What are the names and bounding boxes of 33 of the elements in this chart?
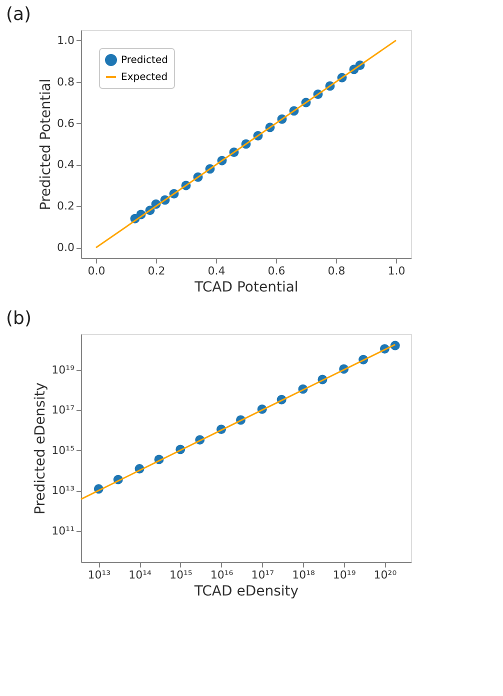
x-tick-label: 0.6 (268, 264, 286, 278)
x-tick-label: 10²⁰ (374, 568, 398, 582)
x-tick-label: 10¹⁶ (210, 568, 234, 582)
x-tick-label: 10¹³ (88, 568, 111, 582)
y-axis-title: Predicted eDensity (32, 382, 49, 515)
chart-title: (a) (6, 4, 32, 25)
x-tick-label: 10¹⁹ (332, 568, 356, 582)
x-tick-label: 0.2 (148, 264, 166, 278)
y-tick-label: 10¹⁹ (52, 363, 74, 376)
y-tick-label: 10¹⁵ (52, 444, 74, 457)
x-tick-label: 0.8 (328, 264, 346, 278)
x-tick-label: 10¹⁵ (169, 568, 192, 582)
x-tick-label: 0.4 (208, 264, 226, 278)
legend-label: Predicted (121, 55, 168, 66)
x-tick-label: 0.0 (88, 264, 106, 278)
y-tick-label: 10¹¹ (52, 524, 74, 538)
y-tick-label: 0.4 (57, 158, 74, 172)
y-axis-title: Predicted Potential (38, 78, 54, 210)
x-axis-title: TCAD eDensity (193, 584, 299, 600)
y-tick-label: 0.8 (57, 75, 74, 88)
x-tick-label: 1.0 (388, 264, 406, 278)
y-tick-label: 0.0 (57, 241, 74, 254)
y-tick-label: 0.6 (57, 116, 74, 130)
y-tick-label: 0.2 (57, 200, 74, 213)
x-tick-label: 10¹⁴ (128, 568, 152, 582)
x-tick-label: 10¹⁷ (251, 568, 274, 582)
y-tick-label: 10¹⁷ (52, 404, 74, 417)
legend-label: Expected (121, 72, 168, 83)
x-axis-title: TCAD Potential (194, 280, 298, 296)
chart-title: (b) (6, 308, 32, 329)
y-tick-label: 10¹³ (52, 484, 74, 498)
x-tick-label: 10¹⁸ (292, 568, 316, 582)
y-tick-label: 1.0 (57, 34, 74, 47)
